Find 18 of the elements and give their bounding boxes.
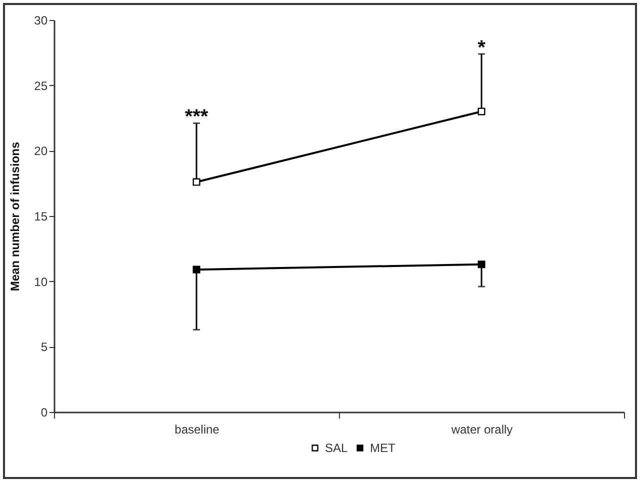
y-tick-label: 10: [34, 274, 48, 289]
y-tick-label: 20: [34, 144, 48, 158]
y-tick-label: 0: [40, 406, 48, 420]
x-tick-label: baseline: [174, 422, 220, 436]
legend-label: MET: [370, 441, 396, 455]
point: [478, 108, 486, 116]
legend-label: SAL: [325, 441, 348, 455]
point: [192, 266, 200, 274]
y-tick-label: 15: [34, 210, 48, 224]
y-axis-title: Mean number of infusions: [8, 142, 22, 292]
annotation: *: [478, 36, 486, 59]
annotation: ***: [184, 106, 208, 128]
point: [478, 260, 486, 268]
point: [192, 178, 200, 186]
y-tick-label: 25: [34, 78, 48, 93]
y-tick-label: 30: [34, 14, 48, 28]
x-tick-label: water orally: [450, 422, 513, 436]
y-tick-label: 5: [40, 340, 48, 354]
